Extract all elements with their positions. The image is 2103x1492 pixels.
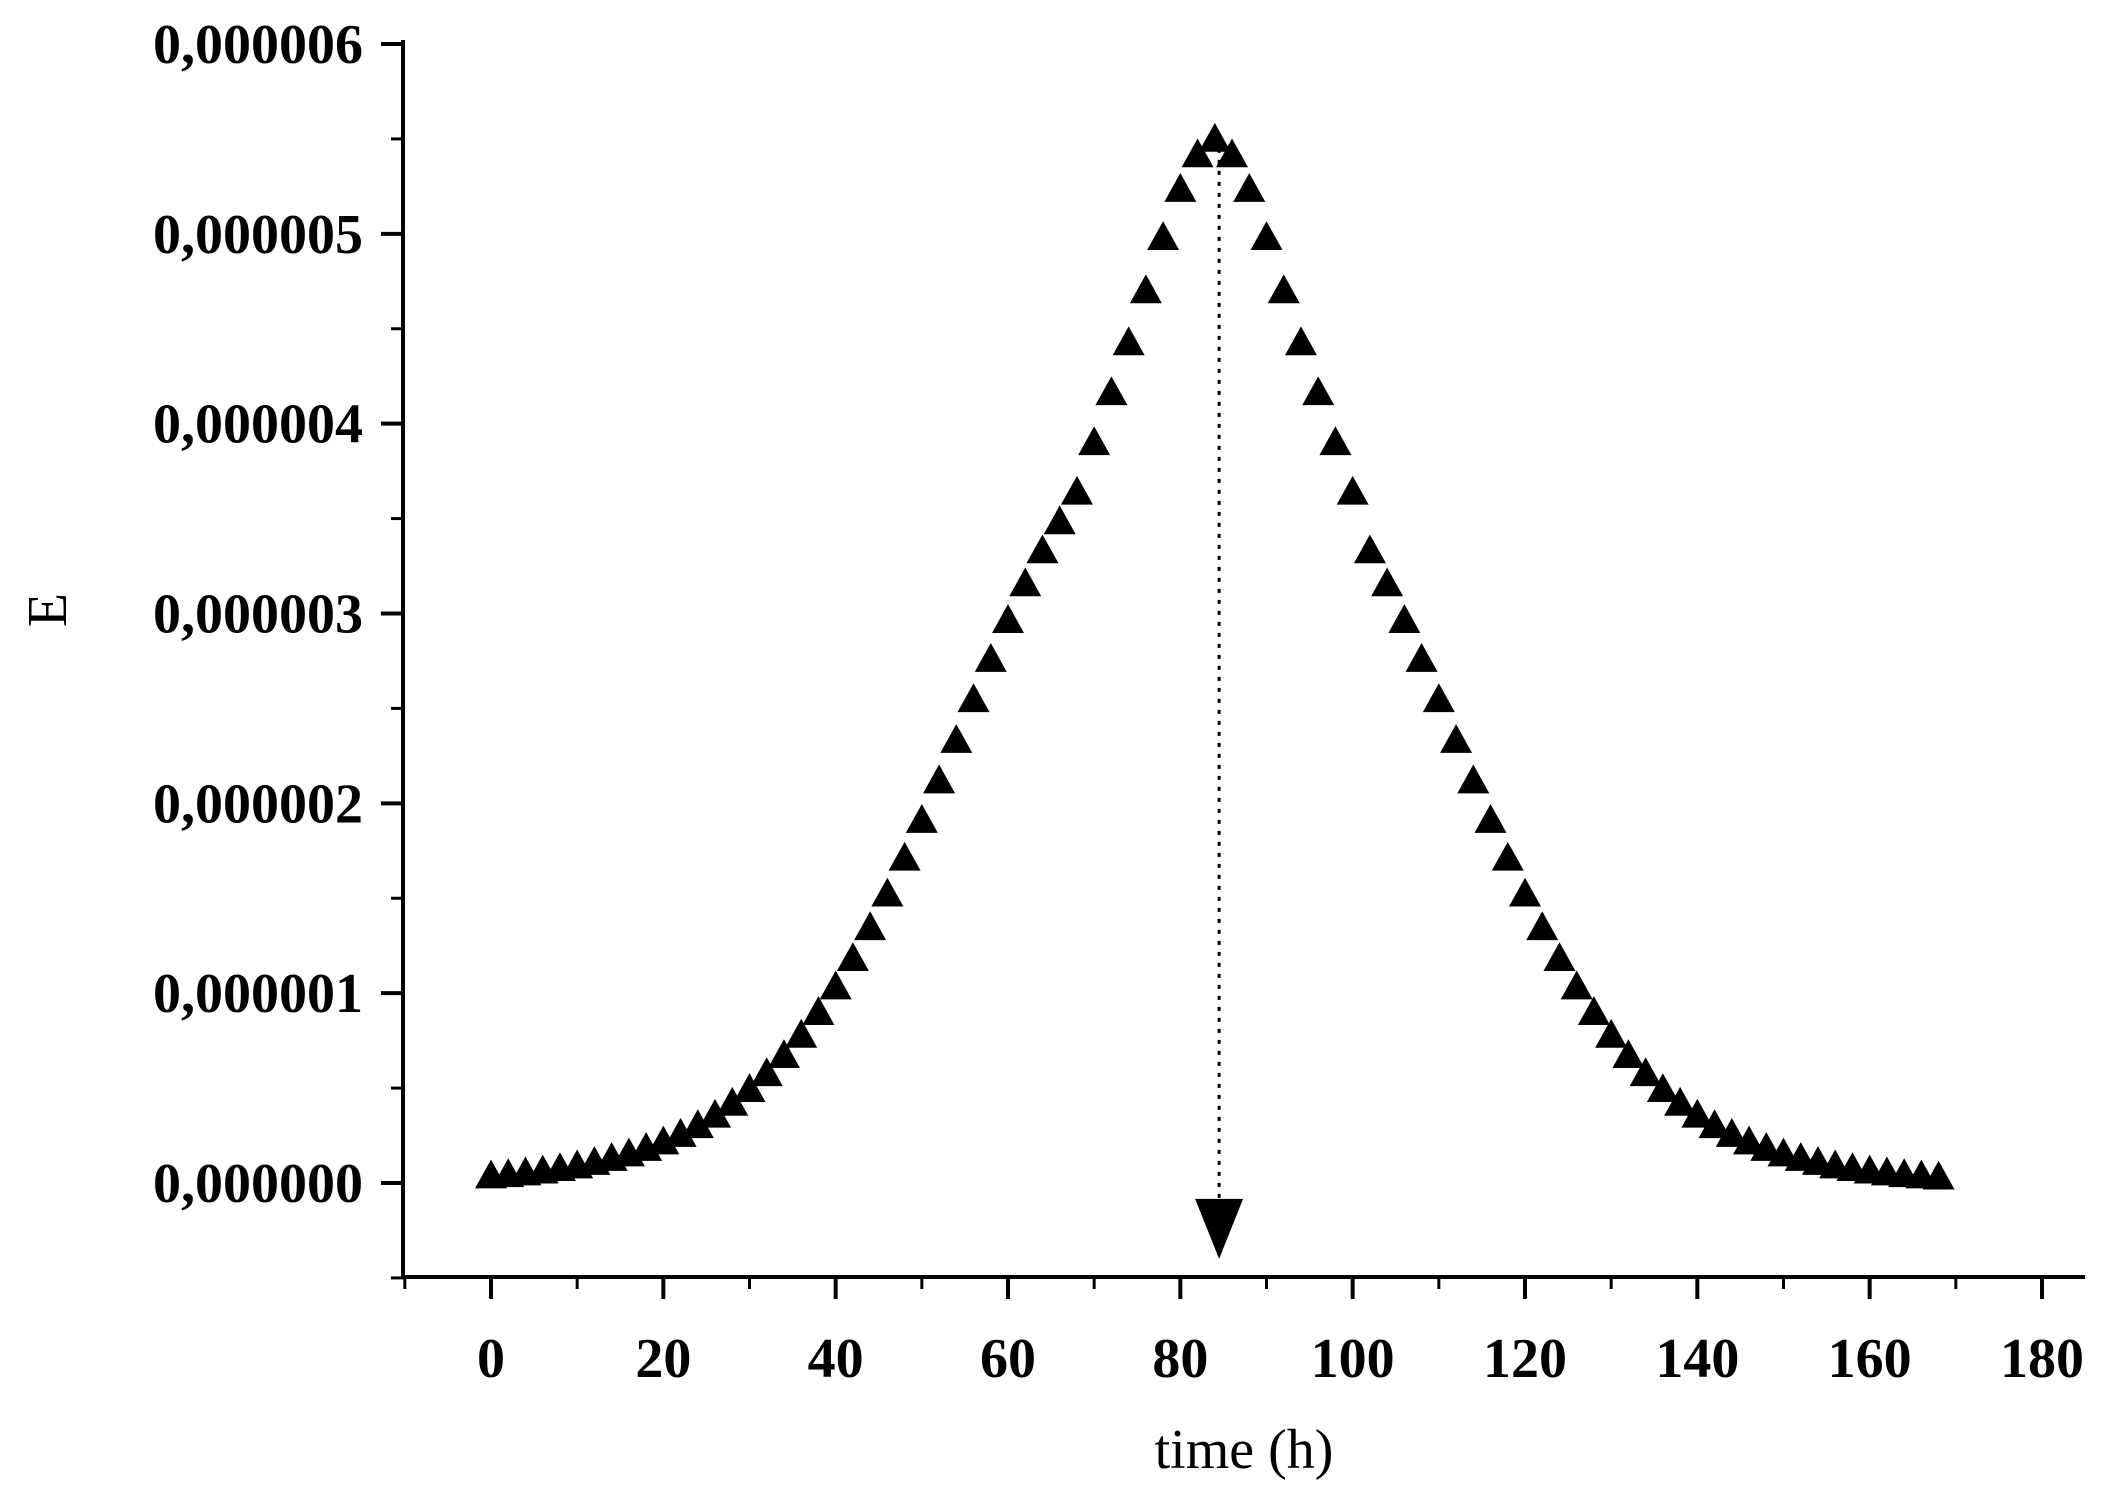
data-point-marker xyxy=(1336,475,1369,505)
y-tick-label: 0,000003 xyxy=(153,584,363,646)
data-point-marker xyxy=(1491,841,1524,871)
data-point-marker xyxy=(1543,942,1576,972)
data-point-marker xyxy=(1922,1160,1955,1190)
annotation-arrowhead xyxy=(1195,1198,1244,1259)
data-point-marker xyxy=(1043,505,1076,535)
data-point-marker xyxy=(1405,643,1438,672)
data-point-marker xyxy=(1181,138,1214,168)
y-tick-label: 0,000005 xyxy=(153,204,363,266)
data-point-marker xyxy=(923,764,956,794)
data-point-marker xyxy=(1509,877,1541,907)
y-ticks: 0,000000 0,000001 0,000002 0,000003 0,000004… xyxy=(153,14,403,1280)
axes xyxy=(401,40,2085,1279)
y-axis-title: E xyxy=(17,593,79,627)
y-tick-label: 0,000006 xyxy=(153,14,363,76)
data-point-marker xyxy=(1629,1057,1662,1087)
data-point-marker xyxy=(1009,567,1042,597)
data-point-marker xyxy=(733,1073,766,1103)
data-point-marker xyxy=(1733,1125,1766,1155)
data-point-marker xyxy=(1129,274,1162,304)
data-point-marker xyxy=(1681,1098,1714,1128)
x-tick-label: 0 xyxy=(477,1328,505,1390)
data-point-marker xyxy=(1388,604,1421,633)
data-point-marker xyxy=(1371,567,1404,597)
data-point-marker xyxy=(664,1118,697,1147)
data-point-marker xyxy=(1198,122,1231,152)
x-tick-label: 160 xyxy=(1828,1328,1912,1390)
data-point-marker xyxy=(1060,475,1093,505)
data-point-marker xyxy=(1164,173,1197,202)
data-point-marker xyxy=(905,804,938,833)
data-point-marker xyxy=(957,683,990,713)
data-point-marker xyxy=(1577,996,1610,1025)
data-point-marker xyxy=(1664,1086,1697,1116)
data-point-marker xyxy=(1422,683,1455,713)
data-point-marker xyxy=(1560,970,1593,1000)
data-point-marker xyxy=(681,1109,714,1139)
x-tick-label: 20 xyxy=(635,1328,691,1390)
data-point-marker xyxy=(1216,138,1249,168)
data-point-marker xyxy=(871,877,904,907)
data-point-marker xyxy=(1353,534,1386,564)
data-point-marker xyxy=(1474,804,1507,833)
data-point-marker xyxy=(1267,274,1300,304)
data-markers xyxy=(475,122,1955,1190)
y-tick-label: 0,000000 xyxy=(153,1153,363,1215)
data-point-marker xyxy=(1319,426,1352,456)
x-ticks: 0 20 40 60 80 100 120 140 160 180 xyxy=(403,1277,2084,1390)
data-point-marker xyxy=(750,1057,783,1087)
x-tick-label: 100 xyxy=(1311,1328,1395,1390)
data-point-marker xyxy=(854,911,887,941)
data-point-marker xyxy=(716,1086,749,1116)
data-point-marker xyxy=(1095,376,1128,406)
x-tick-label: 140 xyxy=(1655,1328,1739,1390)
data-point-marker xyxy=(647,1125,680,1155)
data-point-marker xyxy=(1078,426,1111,456)
data-point-marker xyxy=(1302,376,1335,406)
data-point-marker xyxy=(1147,221,1180,251)
x-tick-label: 180 xyxy=(2000,1328,2084,1390)
peak-annotation xyxy=(1195,148,1244,1259)
data-point-marker xyxy=(699,1098,732,1128)
y-tick-label: 0,000002 xyxy=(153,773,363,835)
x-axis-title: time (h) xyxy=(1155,1419,1334,1481)
data-point-marker xyxy=(1457,764,1490,794)
data-point-marker xyxy=(888,841,921,871)
data-point-marker xyxy=(802,996,835,1025)
data-point-marker xyxy=(1715,1118,1748,1147)
data-point-marker xyxy=(1750,1132,1783,1161)
data-point-marker xyxy=(992,604,1024,633)
data-point-marker xyxy=(1026,534,1059,564)
y-tick-label: 0,000001 xyxy=(153,963,363,1025)
data-point-marker xyxy=(1698,1109,1731,1139)
data-point-marker xyxy=(1112,326,1145,356)
data-point-marker xyxy=(940,724,973,753)
data-point-marker xyxy=(767,1039,800,1069)
x-tick-label: 80 xyxy=(1152,1328,1208,1390)
data-point-marker xyxy=(785,1018,818,1048)
data-point-marker xyxy=(1526,911,1559,941)
data-point-marker xyxy=(1233,173,1266,202)
data-point-marker xyxy=(819,970,852,1000)
x-tick-label: 120 xyxy=(1483,1328,1567,1390)
data-point-marker xyxy=(1440,724,1473,753)
data-point-marker xyxy=(1284,326,1317,356)
x-tick-label: 60 xyxy=(980,1328,1036,1390)
data-point-marker xyxy=(1250,221,1283,251)
data-point-marker xyxy=(1595,1018,1628,1048)
data-point-marker xyxy=(836,942,869,972)
y-tick-label: 0,000004 xyxy=(153,394,363,456)
x-tick-label: 40 xyxy=(808,1328,864,1390)
data-point-marker xyxy=(1646,1073,1679,1103)
data-point-marker xyxy=(974,643,1007,672)
data-point-marker xyxy=(1612,1039,1645,1069)
